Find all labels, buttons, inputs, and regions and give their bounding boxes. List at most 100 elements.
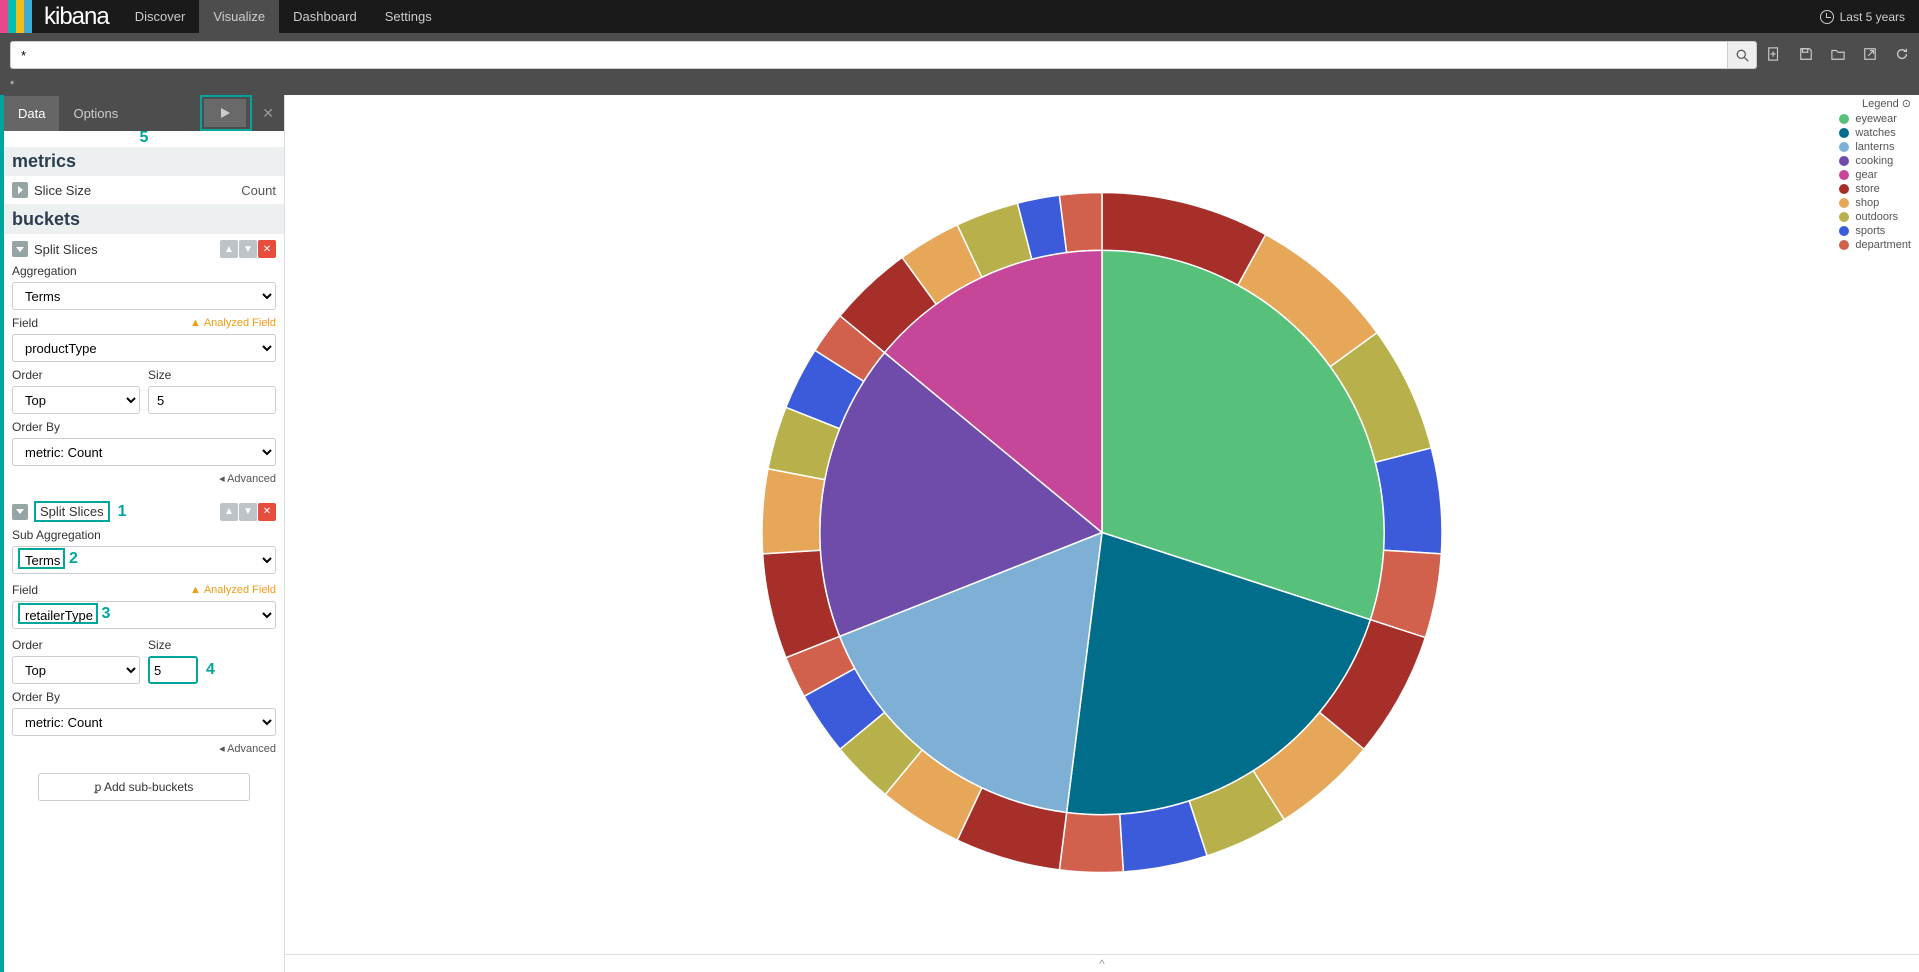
nav-visualize[interactable]: Visualize: [199, 0, 279, 33]
legend-item[interactable]: watches: [1839, 127, 1911, 139]
agg1-field-label: Field: [12, 316, 38, 330]
save-viz-icon[interactable]: [1799, 47, 1813, 64]
search-wrapper: [10, 41, 1757, 69]
nav-settings[interactable]: Settings: [371, 0, 446, 33]
agg1-analyzed-warning[interactable]: ▲ Analyzed Field: [190, 316, 276, 330]
agg1-field-select[interactable]: productType: [12, 334, 276, 362]
bucket1-controls: ▲ ▼ ✕: [220, 240, 276, 258]
agg1-aggregation-select[interactable]: Terms: [12, 282, 276, 310]
agg1-size-input[interactable]: [148, 386, 276, 414]
collapse-caret-icon[interactable]: [12, 504, 28, 520]
bucket2-title: Split Slices: [34, 501, 110, 522]
buckets-header: buckets: [4, 205, 284, 234]
legend-dot: [1839, 114, 1849, 124]
logo-text: kibana: [32, 3, 121, 31]
refresh-icon[interactable]: [1895, 47, 1909, 64]
agg1-aggregation-label: Aggregation: [12, 264, 276, 278]
agg2-orderby-select[interactable]: metric: Count: [12, 708, 276, 736]
legend-item[interactable]: shop: [1839, 197, 1911, 209]
outer-slice[interactable]: [1059, 192, 1102, 252]
open-viz-icon[interactable]: [1831, 47, 1845, 64]
logo-stripes: [0, 0, 32, 33]
legend-item[interactable]: cooking: [1839, 155, 1911, 167]
agg1-order-label: Order: [12, 368, 140, 382]
apply-button[interactable]: [204, 99, 246, 127]
agg1-advanced-toggle[interactable]: ◂ Advanced: [12, 472, 276, 485]
legend-item[interactable]: sports: [1839, 225, 1911, 237]
legend-dot: [1839, 226, 1849, 236]
move-down-button[interactable]: ▼: [239, 503, 257, 521]
nav-items: Discover Visualize Dashboard Settings: [121, 0, 446, 33]
discard-button[interactable]: ✕: [252, 105, 284, 122]
legend-item[interactable]: store: [1839, 183, 1911, 195]
outer-slice[interactable]: [1375, 447, 1442, 553]
agg2-orderby-label: Order By: [12, 690, 276, 704]
legend-header[interactable]: Legend ⊙: [1839, 97, 1911, 110]
legend-item[interactable]: outdoors: [1839, 211, 1911, 223]
visualization-area: Legend ⊙ eyewear watches lanterns cooking ge…: [285, 95, 1919, 972]
agg2-size-input[interactable]: [148, 656, 198, 684]
legend-dot: [1839, 170, 1849, 180]
agg1-order-select[interactable]: Top: [12, 386, 140, 414]
viz-name-row: *: [0, 77, 1919, 95]
legend-dot: [1839, 240, 1849, 250]
tab-options[interactable]: Options: [59, 96, 132, 131]
apply-highlight-annotation: [200, 95, 252, 131]
remove-button[interactable]: ✕: [258, 503, 276, 521]
legend-label: outdoors: [1855, 211, 1898, 223]
agg2-subagg-select[interactable]: Terms: [12, 546, 276, 574]
expand-caret-icon[interactable]: [12, 182, 28, 198]
nav-discover[interactable]: Discover: [121, 0, 200, 33]
add-sub-buckets-button[interactable]: ᵱ Add sub-buckets: [38, 773, 250, 801]
bucket2-header: Split Slices 1 ▲ ▼ ✕: [12, 501, 276, 522]
collapse-caret-icon[interactable]: [12, 241, 28, 257]
nav-dashboard[interactable]: Dashboard: [279, 0, 371, 33]
bucket-agg-1: Split Slices ▲ ▼ ✕ Aggregation Terms Fie…: [4, 234, 284, 495]
metric-value: Count: [241, 183, 276, 198]
search-input[interactable]: [10, 41, 1727, 69]
bucket1-title: Split Slices: [34, 242, 98, 257]
remove-button[interactable]: ✕: [258, 240, 276, 258]
legend-dot: [1839, 128, 1849, 138]
legend-item[interactable]: gear: [1839, 169, 1911, 181]
legend-item[interactable]: lanterns: [1839, 141, 1911, 153]
agg2-advanced-toggle[interactable]: ◂ Advanced: [12, 742, 276, 755]
top-navbar: kibana Discover Visualize Dashboard Sett…: [0, 0, 1919, 33]
time-picker[interactable]: Last 5 years: [1820, 10, 1919, 24]
sunburst-chart[interactable]: [762, 192, 1442, 875]
legend-dot: [1839, 142, 1849, 152]
toolbar-icons: [1767, 47, 1909, 64]
sidebar-tabs: Data Options ✕: [4, 95, 284, 131]
legend-item[interactable]: department: [1839, 239, 1911, 251]
search-row: [0, 33, 1919, 77]
metric-label: Slice Size: [34, 183, 241, 198]
agg1-orderby-select[interactable]: metric: Count: [12, 438, 276, 466]
agg2-order-select[interactable]: Top: [12, 656, 140, 684]
legend-label: gear: [1855, 169, 1877, 181]
legend-item[interactable]: eyewear: [1839, 113, 1911, 125]
tab-data[interactable]: Data: [4, 96, 59, 131]
agg2-field-select[interactable]: retailerType: [12, 601, 276, 629]
share-viz-icon[interactable]: [1863, 47, 1877, 64]
agg2-analyzed-warning[interactable]: ▲ Analyzed Field: [190, 583, 276, 597]
metric-slice-size[interactable]: Slice Size Count: [4, 176, 284, 205]
agg1-size-label: Size: [148, 368, 276, 382]
bucket2-controls: ▲ ▼ ✕: [220, 503, 276, 521]
legend-dot: [1839, 198, 1849, 208]
legend-label: lanterns: [1855, 141, 1894, 153]
move-up-button[interactable]: ▲: [220, 240, 238, 258]
search-button[interactable]: [1727, 41, 1757, 69]
agg1-orderby-label: Order By: [12, 420, 276, 434]
new-viz-icon[interactable]: [1767, 47, 1781, 64]
legend-label: shop: [1855, 197, 1879, 209]
clock-icon: [1820, 10, 1834, 24]
legend-dot: [1839, 212, 1849, 222]
move-up-button[interactable]: ▲: [220, 503, 238, 521]
main-layout: Data Options ✕ 5 metrics Slice Size Coun…: [0, 95, 1919, 972]
search-icon: [1736, 49, 1749, 62]
outer-slice[interactable]: [1059, 812, 1123, 872]
metrics-header: metrics: [4, 147, 284, 176]
move-down-button[interactable]: ▼: [239, 240, 257, 258]
legend: Legend ⊙ eyewear watches lanterns cooking ge…: [1839, 97, 1911, 253]
outer-slice[interactable]: [762, 468, 825, 553]
